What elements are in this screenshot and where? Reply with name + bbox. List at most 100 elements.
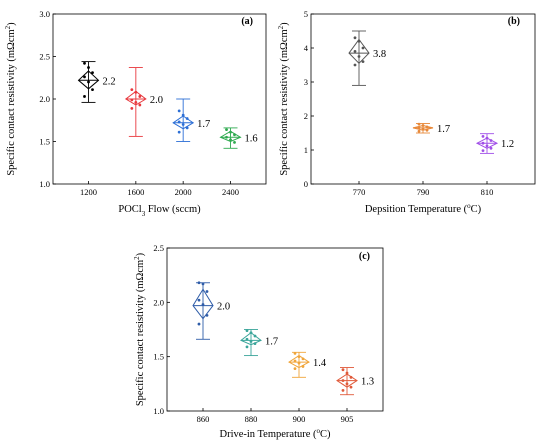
panel-tag: (a) (241, 16, 253, 27)
x-tick-label: 880 (245, 414, 258, 424)
box-plot-2400: 1.6 (219, 127, 258, 149)
y-tick-label: 1.0 (39, 179, 50, 189)
mean-label: 1.7 (265, 336, 278, 347)
mean-label: 2.0 (217, 302, 230, 313)
mean-label: 1.7 (197, 119, 210, 130)
data-point (481, 141, 485, 145)
data-point (130, 88, 134, 92)
data-point (229, 130, 232, 134)
panel-tag: (c) (359, 251, 370, 262)
x-axis-label: Drive-in Temperature (oC) (219, 427, 331, 440)
data-point (417, 122, 421, 126)
box-diamond (348, 38, 370, 65)
data-point (353, 50, 357, 53)
data-point (345, 382, 349, 386)
data-point (345, 371, 349, 375)
box-plot-1600: 2.0 (124, 67, 163, 137)
y-tick-label: 0 (304, 179, 308, 189)
data-point (138, 103, 142, 107)
data-point (341, 368, 345, 372)
data-point (361, 60, 365, 63)
data-point (425, 128, 429, 132)
box-plot-770: 3.8 (348, 30, 386, 86)
y-tick-label: 2.0 (39, 94, 50, 104)
box-plot-1200: 2.2 (77, 61, 116, 103)
data-point (485, 144, 489, 148)
data-point (353, 36, 357, 40)
data-point (185, 126, 189, 130)
data-point (134, 90, 138, 94)
box-plot-900: 1.4 (288, 351, 327, 378)
data-point (83, 75, 86, 79)
chart-panel-3: 1.0 1.5 2.0 2.5 860 880 900 905 (c) Drive-in Temp… (133, 243, 384, 440)
x-tick-label: 770 (353, 187, 366, 197)
data-point (349, 375, 353, 379)
data-point (361, 46, 365, 50)
box-diamond (77, 70, 100, 90)
plot-frame (166, 247, 384, 412)
box-diamond (475, 137, 499, 149)
mean-label: 1.4 (313, 358, 327, 369)
data-point (253, 334, 257, 338)
data-point (130, 98, 134, 102)
box-diamond (192, 288, 214, 320)
data-point (201, 303, 205, 306)
data-point (489, 146, 493, 150)
data-point (177, 109, 181, 113)
mean-label: 1.6 (245, 133, 258, 144)
x-axis-label: Depsition Temperature (oC) (365, 202, 482, 215)
box-diamond (288, 354, 310, 369)
y-tick-label: 1 (304, 145, 308, 155)
data-point (293, 367, 297, 371)
panel-tag: (b) (508, 16, 520, 27)
box-plot-905: 1.3 (336, 367, 374, 396)
data-point (233, 133, 236, 137)
y-tick-label: 1.0 (153, 406, 164, 416)
chart-panel-2: 0 1 2 3 4 5 770 790 810 (b) Depsition Temperature … (277, 9, 536, 215)
data-point (353, 63, 357, 67)
mean-label: 3.8 (373, 49, 386, 60)
data-point (87, 80, 90, 84)
data-point (253, 342, 257, 346)
x-tick-label: 860 (197, 414, 210, 424)
x-tick-label: 2400 (222, 187, 239, 197)
data-point (177, 130, 181, 134)
y-axis-label: Specific contact resistivity (mΩcm2) (277, 22, 290, 176)
data-point (349, 385, 353, 389)
box-plot-2000: 1.7 (172, 98, 210, 142)
data-point (245, 329, 249, 332)
data-point (481, 149, 485, 153)
y-tick-label: 3 (304, 77, 308, 87)
plot-frame (310, 13, 536, 185)
box-plot-790: 1.7 (412, 122, 450, 135)
y-tick-label: 1.5 (39, 137, 50, 147)
data-point (301, 365, 305, 368)
data-point (225, 135, 228, 139)
data-point (130, 106, 134, 110)
data-point (225, 128, 228, 132)
data-point (357, 39, 361, 43)
x-tick-label: 1200 (80, 187, 97, 197)
y-tick-label: 1.5 (153, 352, 164, 362)
mean-label: 2.2 (103, 76, 116, 87)
data-point (417, 126, 421, 130)
y-tick-label: 3.0 (39, 9, 50, 19)
data-point (249, 340, 253, 343)
data-point (489, 139, 493, 142)
y-tick-label: 2 (304, 111, 308, 121)
data-point (293, 352, 297, 355)
data-point (177, 120, 181, 124)
data-point (197, 281, 201, 285)
data-point (91, 88, 94, 92)
box-diamond (124, 90, 147, 106)
data-point (233, 140, 236, 144)
data-point (245, 337, 249, 341)
mean-label: 1.3 (361, 377, 374, 388)
data-point (138, 95, 142, 98)
data-point (421, 124, 425, 127)
x-axis-label: POCl3 Flow (sccm) (118, 204, 201, 218)
data-point (341, 379, 345, 382)
data-point (245, 345, 249, 349)
y-tick-label: 2.5 (153, 243, 164, 253)
